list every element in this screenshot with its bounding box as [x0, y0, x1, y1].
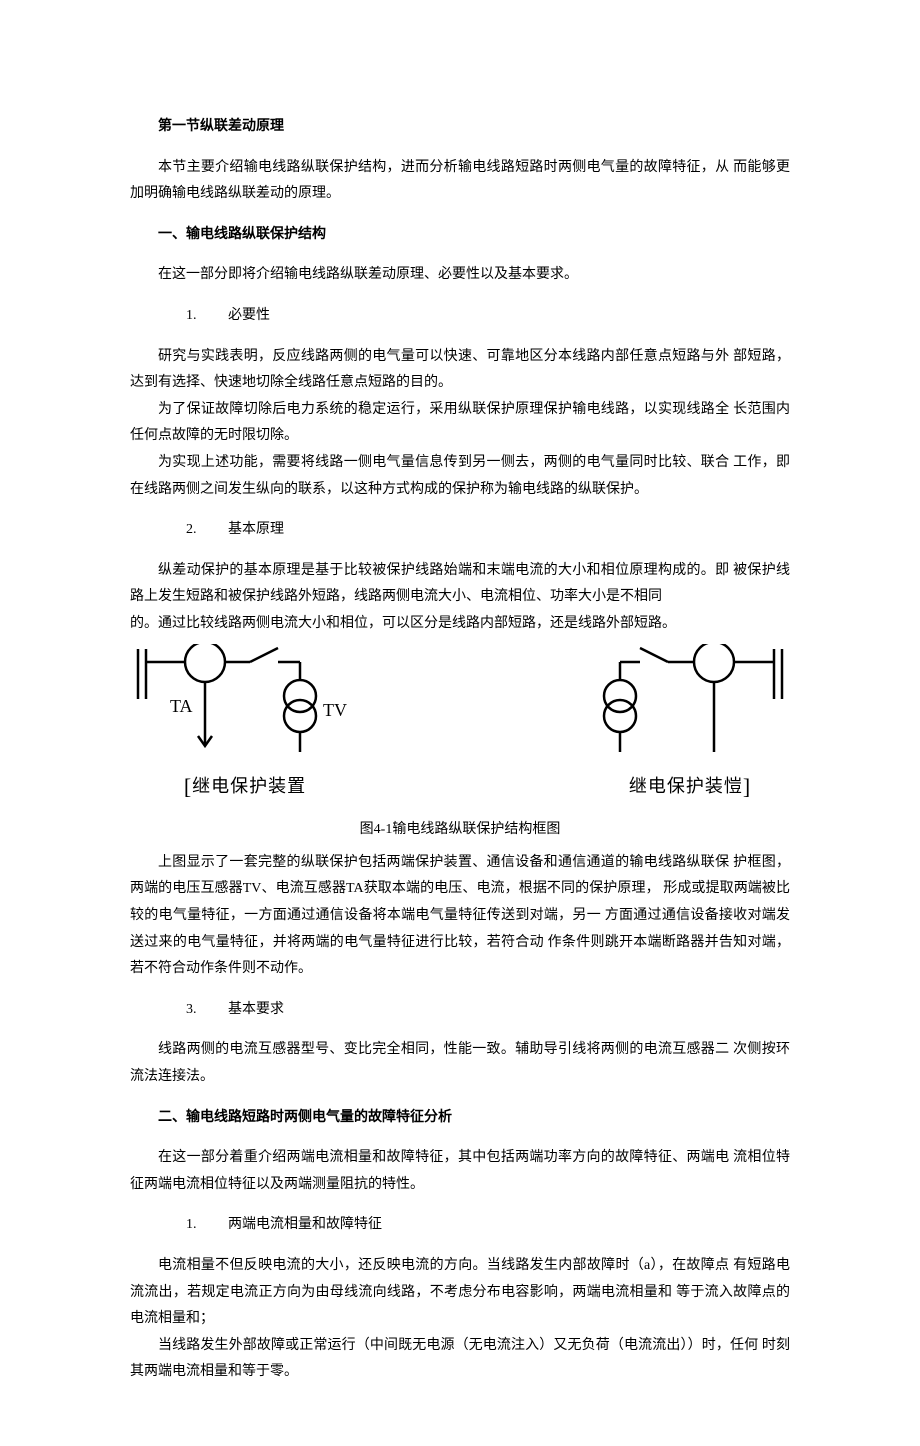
- item-3-paragraph-1: 线路两侧的电流互感器型号、变比完全相同，性能一致。辅助导引线将两侧的电流互感器二…: [130, 1037, 790, 1090]
- tv-label: TV: [323, 700, 347, 720]
- item-2-title: 基本原理: [228, 522, 284, 537]
- figure-left-label: 继电保护装置: [192, 769, 306, 803]
- subsection-1-intro: 在这一部分即将介绍输电线路纵联差动原理、必要性以及基本要求。: [130, 262, 790, 289]
- sec2-item-1-number: 1.: [158, 1212, 228, 1239]
- relay-diagram-left-icon: TA TV: [130, 644, 360, 764]
- item-1-heading: 1.必要性: [130, 303, 790, 330]
- figure-right: 继电保护装愷 ]: [590, 644, 790, 808]
- figure-caption: 图4-1输电线路纵联保护结构框图: [130, 817, 790, 844]
- figure-left: TA TV [ 继电保护装置: [130, 644, 360, 808]
- document-page: 第一节纵联差动原理 本节主要介绍输电线路纵联保护结构，进而分析输电线路短路时两侧…: [0, 0, 920, 1446]
- item-1-paragraph-1: 研究与实践表明，反应线路两侧的电气量可以快速、可靠地区分本线路内部任意点短路与外…: [130, 344, 790, 397]
- item-3-heading: 3.基本要求: [130, 997, 790, 1024]
- section-title: 第一节纵联差动原理: [130, 114, 790, 141]
- sec2-item-1-paragraph-1: 电流相量不但反映电流的大小，还反映电流的方向。当线路发生内部故障时（a），在故障…: [130, 1253, 790, 1333]
- item-3-title: 基本要求: [228, 1002, 284, 1017]
- item-2-paragraph-2: 的。通过比较线路两侧电流大小和相位，可以区分是线路内部短路，还是线路外部短路。: [130, 611, 790, 638]
- relay-diagram-right-icon: [590, 644, 790, 764]
- figure-row: TA TV [ 继电保护装置: [130, 644, 790, 808]
- item-1-number: 1.: [158, 303, 228, 330]
- intro-paragraph: 本节主要介绍输电线路纵联保护结构，进而分析输电线路短路时两侧电气量的故障特征，从…: [130, 155, 790, 208]
- bracket-right-icon: ]: [743, 766, 751, 808]
- item-1-paragraph-3: 为实现上述功能，需要将线路一侧电气量信息传到另一侧去，两侧的电气量同时比较、联合…: [130, 450, 790, 503]
- item-2-paragraph-1: 纵差动保护的基本原理是基于比较被保护线路始端和末端电流的大小和相位原理构成的。即…: [130, 558, 790, 611]
- ta-label: TA: [170, 696, 193, 716]
- figure-right-caption: 继电保护装愷 ]: [629, 766, 751, 808]
- figure-left-caption: [ 继电保护装置: [184, 766, 306, 808]
- item-1-paragraph-2: 为了保证故障切除后电力系统的稳定运行，采用纵联保护原理保护输电线路，以实现线路全…: [130, 397, 790, 450]
- after-figure-paragraph: 上图显示了一套完整的纵联保护包括两端保护装置、通信设备和通信通道的输电线路纵联保…: [130, 850, 790, 983]
- item-2-heading: 2.基本原理: [130, 517, 790, 544]
- subsection-1-title: 一、输电线路纵联保护结构: [130, 222, 790, 249]
- subsection-2-intro: 在这一部分着重介绍两端电流相量和故障特征，其中包括两端功率方向的故障特征、两端电…: [130, 1145, 790, 1198]
- subsection-2-title: 二、输电线路短路时两侧电气量的故障特征分析: [130, 1105, 790, 1132]
- bracket-left-icon: [: [184, 766, 192, 808]
- item-1-title: 必要性: [228, 308, 270, 323]
- sec2-item-1-paragraph-2: 当线路发生外部故障或正常运行（中间既无电源（无电流注入）又无负荷（电流流出））时…: [130, 1333, 790, 1386]
- item-3-number: 3.: [158, 997, 228, 1024]
- sec2-item-1-title: 两端电流相量和故障特征: [228, 1217, 382, 1232]
- figure-right-label: 继电保护装愷: [629, 769, 743, 803]
- sec2-item-1-heading: 1.两端电流相量和故障特征: [130, 1212, 790, 1239]
- item-2-number: 2.: [158, 517, 228, 544]
